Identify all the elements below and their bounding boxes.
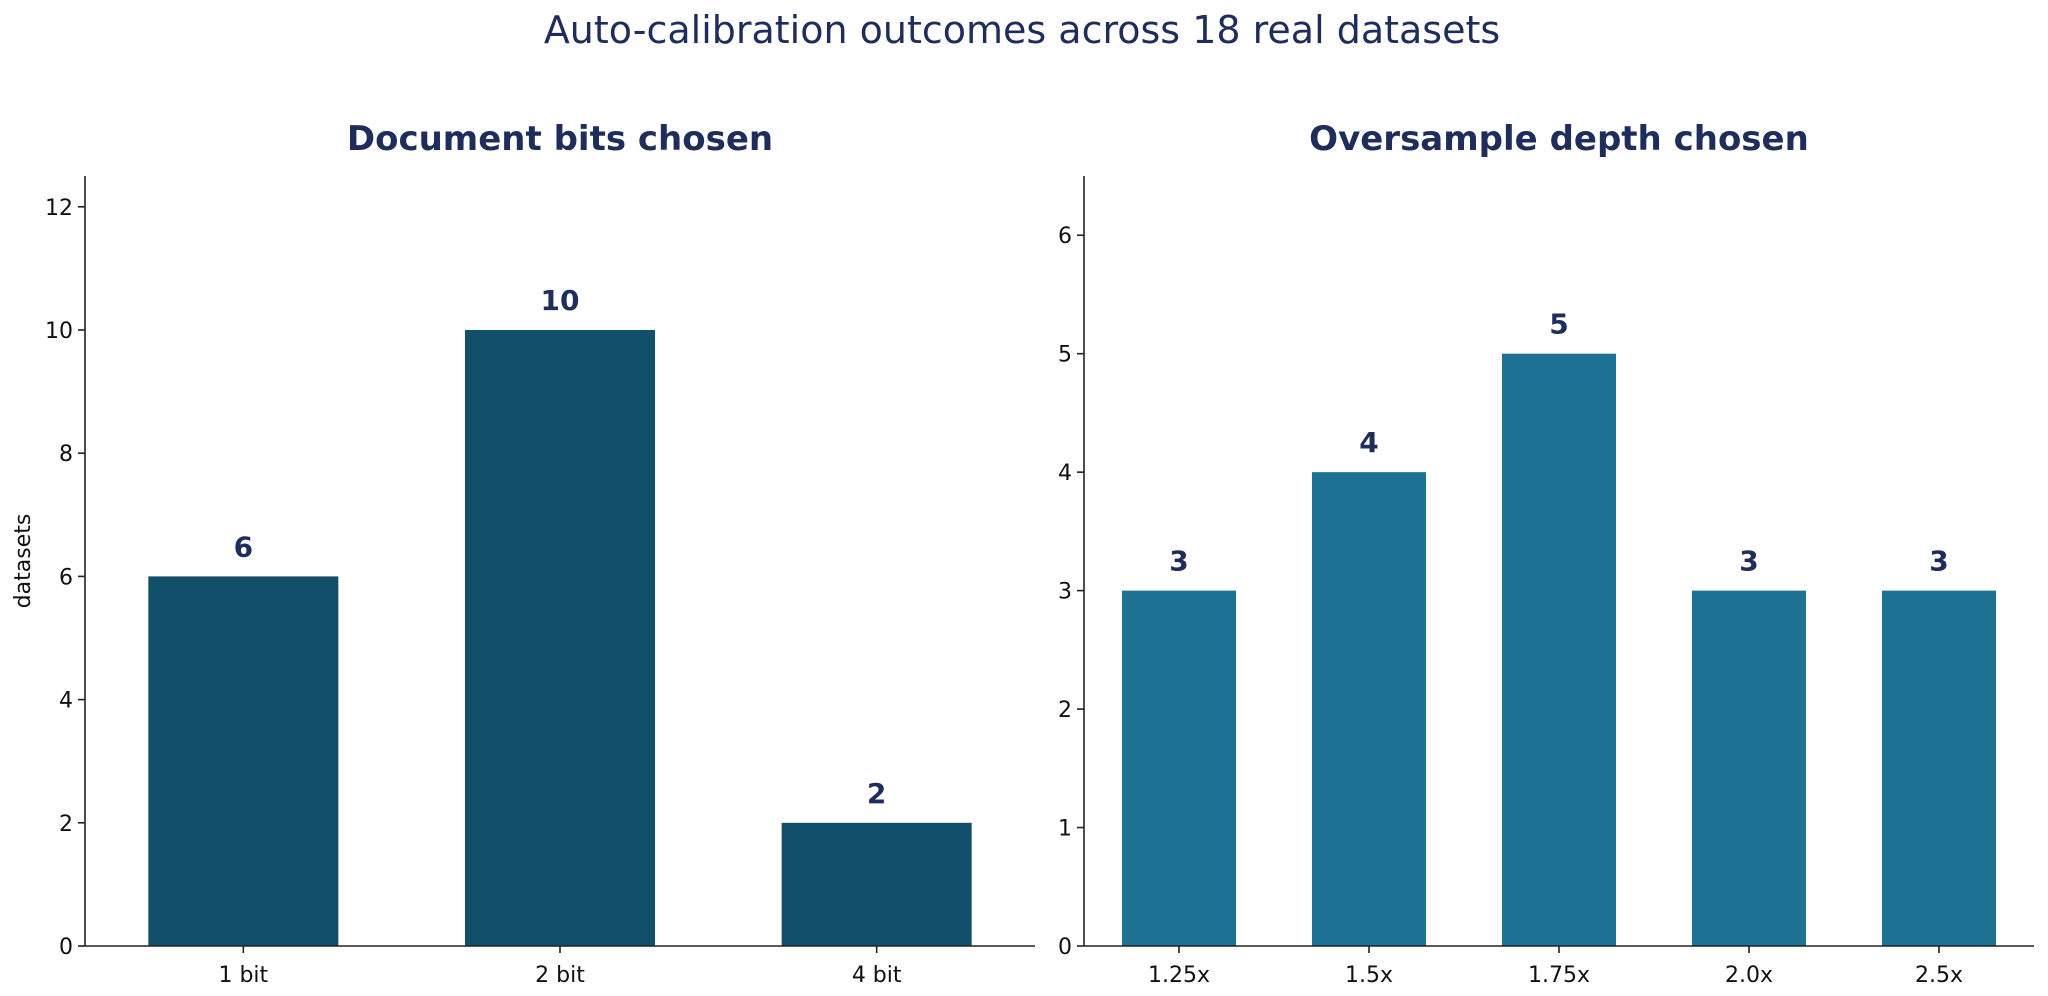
panel-oversample-depth: Oversample depth chosen 3 1.25x 4 1.5x 5 1.75x… — [1058, 119, 2034, 988]
y-tick-label-oversample-1: 1 — [1058, 817, 1072, 842]
x-tick-label-doc-bits-0: 1 bit — [218, 963, 268, 988]
panel-document-bits: Document bits chosen datasets 6 1 bit 10 2 bi… — [11, 119, 1035, 988]
x-tick-label-oversample-0: 1.25x — [1148, 963, 1210, 988]
x-tick-label-doc-bits-2: 4 bit — [852, 963, 902, 988]
y-tick-label-oversample-4: 4 — [1058, 461, 1072, 486]
panel-title: Oversample depth chosen — [1309, 119, 1809, 159]
bar-oversample-4 — [1882, 590, 1996, 946]
x-tick-label-doc-bits-1: 2 bit — [535, 963, 585, 988]
x-tick-label-oversample-2: 1.75x — [1528, 963, 1590, 988]
data-label-oversample-1: 4 — [1359, 426, 1378, 459]
y-tick-label-doc-bits-0: 0 — [59, 935, 73, 960]
bar-oversample-2 — [1502, 353, 1616, 946]
y-tick-label-doc-bits-4: 8 — [59, 442, 73, 467]
bar-doc-bits-1 — [465, 330, 655, 946]
y-tick-label-oversample-6: 6 — [1058, 224, 1072, 249]
bar-oversample-0 — [1122, 590, 1236, 946]
x-tick-label-oversample-3: 2.0x — [1725, 963, 1773, 988]
bar-doc-bits-0 — [148, 576, 339, 946]
y-tick-label-doc-bits-5: 10 — [45, 319, 73, 344]
bar-oversample-1 — [1312, 472, 1426, 946]
x-tick-label-oversample-4: 2.5x — [1915, 963, 1963, 988]
data-label-doc-bits-1: 10 — [541, 284, 580, 317]
data-label-oversample-2: 5 — [1549, 308, 1568, 341]
y-tick-label-doc-bits-2: 4 — [59, 689, 73, 714]
bar-doc-bits-2 — [781, 822, 972, 946]
y-axis-label: datasets — [11, 514, 36, 609]
data-label-oversample-3: 3 — [1739, 545, 1758, 578]
data-label-oversample-4: 3 — [1929, 545, 1948, 578]
y-tick-label-oversample-5: 5 — [1058, 343, 1072, 368]
y-tick-label-doc-bits-3: 6 — [59, 565, 73, 590]
x-tick-label-oversample-1: 1.5x — [1345, 963, 1393, 988]
panel-title: Document bits chosen — [347, 119, 773, 159]
y-tick-label-doc-bits-6: 12 — [45, 196, 73, 221]
y-tick-label-oversample-0: 0 — [1058, 935, 1072, 960]
bar-oversample-3 — [1692, 590, 1806, 946]
data-label-oversample-0: 3 — [1169, 545, 1188, 578]
data-label-doc-bits-0: 6 — [234, 530, 253, 563]
y-tick-label-oversample-2: 2 — [1058, 698, 1072, 723]
y-tick-label-oversample-3: 3 — [1058, 580, 1072, 605]
figure-title: Auto-calibration outcomes across 18 real… — [544, 8, 1500, 52]
y-tick-label-doc-bits-1: 2 — [59, 812, 73, 837]
data-label-doc-bits-2: 2 — [867, 777, 886, 810]
